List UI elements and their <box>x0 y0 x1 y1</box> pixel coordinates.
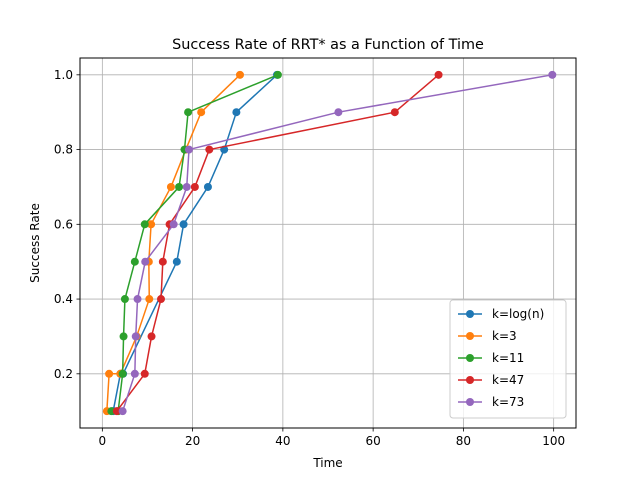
legend-marker <box>466 310 474 318</box>
legend: k=log(n) k=3 k=11 k=47 k=73 <box>449 299 567 419</box>
data-point <box>140 369 149 378</box>
legend-item: k=3 <box>458 329 517 343</box>
y-axis-label: Success Rate <box>28 203 42 283</box>
legend-label: k=log(n) <box>492 307 544 321</box>
legend-marker <box>466 332 474 340</box>
data-point <box>112 407 121 416</box>
data-point <box>157 295 166 304</box>
series-2 <box>107 70 282 416</box>
y-tick-label: 1.0 <box>54 68 73 82</box>
data-point <box>120 295 129 304</box>
series-line <box>116 74 440 412</box>
legend-label: k=11 <box>492 351 524 365</box>
data-point <box>172 257 181 266</box>
x-tick-label: 100 <box>542 434 565 448</box>
series-line <box>121 74 553 412</box>
y-tick-label: 0.4 <box>54 292 73 306</box>
data-point <box>147 332 156 341</box>
data-point <box>235 70 244 79</box>
data-point <box>184 145 193 154</box>
legend-box <box>449 299 567 419</box>
data-point <box>130 369 139 378</box>
data-point <box>184 108 193 117</box>
series-3 <box>112 70 443 416</box>
legend-label: k=3 <box>492 329 517 343</box>
legend-item: k=11 <box>458 351 524 365</box>
series-layer <box>102 70 557 416</box>
data-point <box>147 220 156 229</box>
legend-item: k=47 <box>458 373 524 387</box>
data-point <box>232 108 241 117</box>
data-point <box>203 182 212 191</box>
data-point <box>158 257 167 266</box>
x-tick-label: 0 <box>99 434 107 448</box>
data-point <box>118 407 127 416</box>
data-point <box>390 108 399 117</box>
x-axis-label: Time <box>312 456 342 470</box>
legend-label: k=73 <box>492 395 524 409</box>
plot-frame <box>79 57 577 429</box>
data-point <box>105 369 114 378</box>
data-point <box>145 295 154 304</box>
data-point <box>130 257 139 266</box>
data-point <box>190 182 199 191</box>
data-point <box>179 220 188 229</box>
data-point <box>434 70 443 79</box>
data-point <box>334 108 343 117</box>
data-point <box>131 332 140 341</box>
legend-marker <box>466 354 474 362</box>
data-point <box>169 220 178 229</box>
legend-marker <box>466 398 474 406</box>
data-point <box>175 182 184 191</box>
data-point <box>182 182 191 191</box>
data-point <box>548 70 557 79</box>
data-point <box>197 108 206 117</box>
x-tick-label: 60 <box>365 434 380 448</box>
x-tick-label: 40 <box>275 434 290 448</box>
legend-label: k=47 <box>492 373 524 387</box>
legend-item: k=73 <box>458 395 524 409</box>
data-point <box>273 70 282 79</box>
data-point <box>140 220 149 229</box>
x-tick-label: 20 <box>185 434 200 448</box>
x-tick-label: 80 <box>456 434 471 448</box>
data-point <box>118 369 127 378</box>
legend-item: k=log(n) <box>458 307 544 321</box>
data-point <box>141 257 150 266</box>
chart-title: Success Rate of RRT* as a Function of Ti… <box>172 37 484 53</box>
data-point <box>133 295 142 304</box>
y-tick-label: 0.8 <box>54 143 73 157</box>
series-4 <box>118 70 557 416</box>
legend-marker <box>466 376 474 384</box>
y-tick-label: 0.2 <box>54 367 73 381</box>
ticks: 0 20 40 60 80 100 0.2 0.4 0.6 0.8 1.0 <box>54 68 565 448</box>
data-point <box>166 182 175 191</box>
data-point <box>119 332 128 341</box>
data-point <box>205 145 214 154</box>
y-tick-label: 0.6 <box>54 217 73 231</box>
